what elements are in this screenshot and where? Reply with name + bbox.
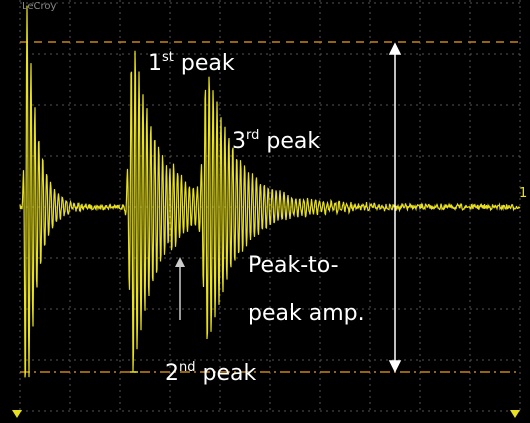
arrow-head xyxy=(388,360,402,373)
channel-marker: 1 xyxy=(519,186,527,201)
label-text: peak xyxy=(196,361,257,386)
trigger-marker xyxy=(12,410,22,418)
third-peak-label: 3rd peak xyxy=(232,128,320,154)
label-sup: nd xyxy=(179,360,196,375)
label-text: 2 xyxy=(165,361,179,386)
label-text: peak xyxy=(174,51,235,76)
brand: LeCroy xyxy=(22,1,57,12)
second-peak-label: 2nd peak xyxy=(165,360,256,386)
arrow-head xyxy=(175,257,185,267)
arrows xyxy=(175,42,402,373)
peak-to-peak-label: peak amp. xyxy=(248,301,365,326)
first-peak-label: 1st peak xyxy=(148,50,235,76)
label-text: peak xyxy=(259,129,320,154)
trigger-marker xyxy=(510,410,520,418)
arrow-head xyxy=(388,42,402,55)
waveform-trace xyxy=(19,5,521,378)
label-text: 1 xyxy=(148,51,162,76)
label-sup: st xyxy=(162,50,174,65)
peak-to-peak-label: Peak-to- xyxy=(248,253,339,278)
label-sup: rd xyxy=(246,128,259,143)
label-text: 3 xyxy=(232,129,246,154)
